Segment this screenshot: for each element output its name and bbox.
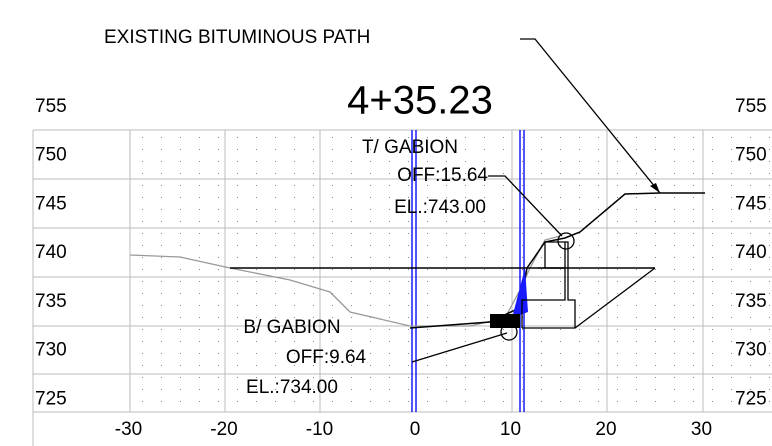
leaders (411, 38, 661, 363)
station: 4+35.23 (347, 79, 493, 123)
elevation-label-right: 740 (735, 242, 767, 263)
top-gabion-offset: OFF:15.64 (397, 165, 488, 186)
elevation-label-left: 735 (35, 291, 67, 312)
elevation-label-left: 730 (35, 340, 67, 361)
offset-label: 10 (500, 419, 521, 440)
elevation-label-left: 755 (35, 96, 67, 117)
elevation-label-right: 755 (735, 96, 767, 117)
offset-label: 0 (410, 419, 421, 440)
arrowhead (650, 183, 660, 193)
marker-top (557, 232, 575, 250)
elevation-label-right: 750 (735, 145, 767, 166)
centerlines (411, 130, 525, 412)
top-gabion-label: T/ GABION (362, 137, 458, 158)
offset-label: -20 (210, 419, 237, 440)
elevation-label-left: 740 (35, 242, 67, 263)
gabion (521, 241, 656, 329)
elevation-label-right: 735 (735, 291, 767, 312)
top-gabion-elevation: EL.:743.00 (394, 197, 486, 218)
grid (32, 129, 772, 446)
offset-label: -10 (306, 419, 333, 440)
gabion-base (490, 314, 520, 328)
bottom-gabion-elevation: EL.:734.00 (246, 377, 338, 398)
bottom-gabion-label: B/ GABION (243, 317, 340, 338)
offset-label: -30 (115, 419, 142, 440)
path-callout: EXISTING BITUMINOUS PATH (104, 27, 370, 48)
elevation-label-left: 750 (35, 145, 67, 166)
elevation-label-right: 730 (735, 340, 767, 361)
elevation-label-left: 725 (35, 388, 67, 409)
elevation-label-left: 745 (35, 193, 67, 214)
fill-area (512, 268, 528, 318)
elevation-label-right: 745 (735, 193, 767, 214)
elevation-label-right: 725 (735, 388, 767, 409)
offset-label: 20 (595, 419, 616, 440)
bottom-gabion-offset: OFF:9.64 (286, 347, 367, 368)
offset-label: 30 (691, 419, 712, 440)
dot-grid (130, 130, 772, 412)
marker-bottom (500, 323, 518, 341)
